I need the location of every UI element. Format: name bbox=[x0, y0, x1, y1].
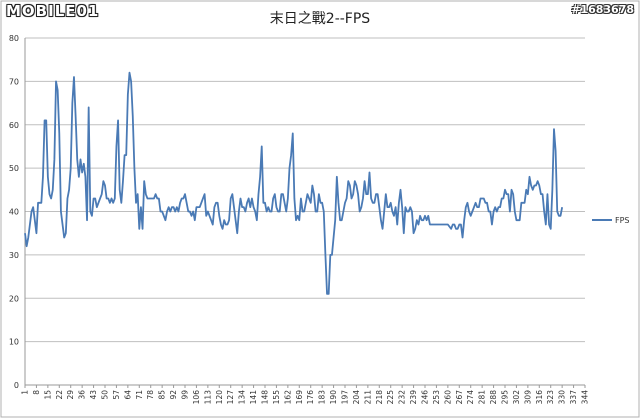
x-tick-label: 197 bbox=[341, 390, 350, 405]
x-tick-label: 71 bbox=[135, 390, 144, 400]
y-tick-label: 0 bbox=[14, 381, 19, 390]
y-tick-label: 80 bbox=[9, 34, 19, 43]
x-tick-label: 330 bbox=[558, 390, 567, 405]
x-tick-label: 288 bbox=[489, 390, 498, 405]
x-tick-label: 316 bbox=[535, 390, 544, 405]
watermark-id: #1683678 bbox=[571, 3, 634, 16]
x-tick-label: 92 bbox=[169, 390, 178, 400]
chart-title: 末日之戰2--FPS bbox=[269, 11, 371, 27]
y-tick-label: 60 bbox=[9, 121, 19, 130]
x-tick-label: 225 bbox=[386, 390, 395, 405]
x-tick-label: 134 bbox=[238, 390, 247, 405]
x-tick-label: 50 bbox=[101, 390, 110, 400]
x-tick-label: 127 bbox=[226, 390, 235, 405]
x-tick-label: 169 bbox=[295, 390, 304, 405]
y-tick-label: 50 bbox=[9, 164, 19, 173]
y-tick-label: 20 bbox=[9, 294, 19, 303]
y-tick-labels: 0 10 20 30 40 50 60 70 80 bbox=[9, 34, 19, 390]
series-layer bbox=[24, 71, 564, 295]
x-tick-label: 8 bbox=[32, 390, 41, 395]
x-tick-label: 274 bbox=[466, 390, 475, 405]
x-tick-label: 162 bbox=[283, 390, 292, 405]
x-tick-label: 218 bbox=[375, 390, 384, 405]
mobile01-logo: MOBILE01 bbox=[6, 2, 99, 20]
x-tick-label: 141 bbox=[249, 390, 258, 405]
x-tick-label: 99 bbox=[181, 390, 190, 400]
x-tick-label: 246 bbox=[421, 390, 430, 405]
x-tick-label: 260 bbox=[443, 390, 452, 405]
x-tick-label: 155 bbox=[272, 390, 281, 405]
x-tick-label: 211 bbox=[363, 390, 372, 405]
x-tick-label: 204 bbox=[352, 390, 361, 405]
x-tick-label: 295 bbox=[501, 390, 510, 405]
x-tick-label: 57 bbox=[112, 390, 121, 400]
x-tick-label: 267 bbox=[455, 390, 464, 405]
x-tick-label: 309 bbox=[523, 390, 532, 405]
x-tick-label: 148 bbox=[261, 390, 270, 405]
y-tick-label: 30 bbox=[9, 251, 19, 260]
x-tick-label: 344 bbox=[581, 390, 590, 405]
x-tick-label: 113 bbox=[203, 390, 212, 405]
x-tick-label: 337 bbox=[569, 390, 578, 405]
x-tick-label: 64 bbox=[123, 390, 132, 400]
x-tick-label: 78 bbox=[146, 390, 155, 400]
x-tick-labels: 1 8 15 22 29 36 43 50 57 64 71 78 85 92 99 106 113 120 127… bbox=[21, 385, 590, 404]
legend: FPS bbox=[592, 216, 630, 225]
x-tick-label: 15 bbox=[43, 390, 52, 400]
x-tick-label: 183 bbox=[318, 390, 327, 405]
x-tick-label: 190 bbox=[329, 390, 338, 405]
legend-label: FPS bbox=[615, 216, 630, 225]
x-tick-label: 85 bbox=[158, 390, 167, 400]
x-tick-label: 253 bbox=[432, 390, 441, 405]
x-tick-label: 176 bbox=[306, 390, 315, 405]
y-tick-label: 10 bbox=[9, 338, 19, 347]
x-tick-label: 1 bbox=[21, 390, 30, 395]
x-tick-label: 36 bbox=[78, 390, 87, 400]
y-tick-label: 70 bbox=[9, 77, 19, 86]
x-tick-label: 232 bbox=[398, 390, 407, 405]
x-tick-label: 120 bbox=[215, 390, 224, 405]
x-tick-label: 323 bbox=[546, 390, 555, 405]
x-tick-label: 239 bbox=[409, 390, 418, 405]
series-line-fps bbox=[24, 71, 564, 295]
x-tick-label: 302 bbox=[512, 390, 521, 405]
y-tick-label: 40 bbox=[9, 208, 19, 217]
x-tick-label: 29 bbox=[66, 390, 75, 400]
x-tick-label: 281 bbox=[478, 390, 487, 405]
x-tick-label: 43 bbox=[89, 390, 98, 400]
logo-text: MOBILE01 bbox=[6, 2, 100, 20]
x-tick-label: 22 bbox=[55, 390, 64, 400]
x-tick-label: 106 bbox=[192, 390, 201, 405]
